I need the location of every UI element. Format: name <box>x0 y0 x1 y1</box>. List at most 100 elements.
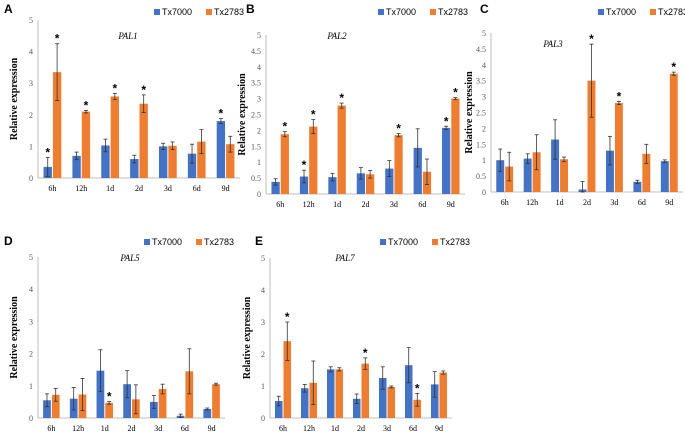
legend-label: Tx7000 <box>162 7 192 17</box>
y-tick-label: 5 <box>482 29 486 38</box>
x-tick-label: 12h <box>72 424 84 433</box>
legend-swatch <box>206 9 212 15</box>
panel-letter: E <box>255 234 263 248</box>
bar-tx7000-3d <box>149 401 158 418</box>
significance-star: * <box>444 114 449 128</box>
chart-panel-e: E 0 1 2 3 4 5 Relative expression PAL7 Tx7000 Tx27… <box>242 234 470 433</box>
significance-star: * <box>311 108 316 122</box>
y-tick-label: 4 <box>482 61 486 70</box>
x-tick-label: 12h <box>75 184 87 193</box>
y-tick-label: 1.5 <box>476 140 486 149</box>
chart-title: PAL5 <box>119 253 140 263</box>
y-tick-label: 3.5 <box>251 79 261 88</box>
bar-tx7000-12h <box>72 155 81 178</box>
bar-tx7000-9d <box>430 384 439 418</box>
bar-tx7000-1d <box>96 370 105 418</box>
y-axis-label: Relative expression <box>464 71 475 154</box>
legend-label: Tx7000 <box>386 7 416 17</box>
bar-tx7000-6d <box>413 147 422 194</box>
bar-tx2783-12h <box>532 152 541 192</box>
bar-tx2783-3d <box>387 386 396 418</box>
bar-tx2783-9d <box>451 98 460 194</box>
bar-tx7000-2d <box>123 384 131 418</box>
y-tick-label: 3 <box>29 79 33 88</box>
bar-tx7000-2d <box>356 173 365 194</box>
bar-tx2783-6h <box>52 72 62 178</box>
x-tick-label: 12h <box>526 198 538 207</box>
bar-tx2783-3d <box>394 135 403 194</box>
x-tick-label: 3d <box>154 424 162 433</box>
bar-tx7000-6d <box>404 365 413 418</box>
chart-panel-b: B 0 0.5 1 1.5 2 2.5 3 3.5 4 4.5 5 Relative expressio… <box>237 2 468 209</box>
bar-tx7000-1d <box>551 139 560 192</box>
legend-swatch <box>432 239 438 245</box>
bar-tx7000-2d <box>352 398 361 418</box>
x-tick-label: 6d <box>193 184 201 193</box>
legend-label: Tx2783 <box>214 7 244 17</box>
bar-tx2783-6h <box>280 134 289 194</box>
legend-swatch <box>430 9 436 15</box>
legend-label: Tx7000 <box>152 237 182 247</box>
y-tick-label: 5 <box>29 16 33 25</box>
x-tick-label: 12h <box>303 200 315 209</box>
y-tick-label: 1 <box>261 382 265 391</box>
y-tick-label: 1 <box>257 158 261 167</box>
x-tick-label: 9d <box>435 424 443 433</box>
bar-tx7000-1d <box>328 177 337 194</box>
significance-star: * <box>339 91 344 105</box>
y-tick-label: 5 <box>261 254 265 263</box>
y-tick-label: 4 <box>257 63 261 72</box>
bar-tx2783-9d <box>669 73 678 192</box>
bar-tx2783-1d <box>110 96 120 178</box>
bar-tx7000-12h <box>300 388 309 418</box>
x-tick-label: 2d <box>128 424 136 433</box>
bar-tx7000-9d <box>660 161 669 192</box>
legend: Tx7000 Tx2783 <box>380 237 470 247</box>
y-tick-label: 0.5 <box>476 172 486 181</box>
y-tick-label: 0 <box>257 190 261 199</box>
bar-tx7000-6d <box>187 153 197 178</box>
bar-tx2783-3d <box>614 102 623 192</box>
legend: Tx7000 Tx2783 <box>144 237 234 247</box>
y-axis-label: Relative expression <box>237 73 248 156</box>
y-tick-label: 3 <box>261 318 265 327</box>
bar-tx7000-9d <box>216 121 226 178</box>
bar-tx7000-3d <box>605 150 614 192</box>
bar-tx2783-9d <box>212 384 220 418</box>
x-tick-label: 6h <box>501 198 509 207</box>
y-tick-label: 0 <box>29 414 33 423</box>
legend-swatch <box>144 239 150 245</box>
significance-star: * <box>415 381 420 395</box>
chart-title: PAL1 <box>117 31 137 41</box>
x-tick-label: 9d <box>665 198 673 207</box>
bar-tx7000-6d <box>633 181 642 192</box>
y-tick-label: 3 <box>29 317 33 326</box>
significance-star: * <box>589 32 594 46</box>
significance-star: * <box>396 122 401 136</box>
x-tick-label: 9d <box>222 184 230 193</box>
legend-swatch <box>154 9 160 15</box>
y-tick-label: 2.5 <box>476 109 486 118</box>
chart-panel-a: A 0 1 2 3 4 5 Relative expression PAL1 Tx7000 Tx27… <box>4 2 244 193</box>
x-tick-label: 3d <box>390 200 398 209</box>
legend-swatch <box>196 239 202 245</box>
y-tick-label: 2 <box>261 350 265 359</box>
significance-star: * <box>107 390 112 404</box>
bar-tx2783-6h <box>51 394 60 418</box>
panel-letter: D <box>4 234 13 248</box>
significance-star: * <box>671 60 676 74</box>
legend-swatch <box>598 9 604 15</box>
bar-tx7000-2d <box>130 159 139 178</box>
y-tick-label: 3 <box>257 95 261 104</box>
y-tick-label: 3 <box>482 93 486 102</box>
bar-tx7000-1d <box>101 145 110 178</box>
x-tick-label: 3d <box>610 198 618 207</box>
bar-tx7000-6h <box>271 181 280 194</box>
bar-tx2783-2d <box>361 363 370 418</box>
x-tick-label: 1d <box>106 184 114 193</box>
x-tick-label: 6d <box>181 424 189 433</box>
chart-title: PAL7 <box>334 253 355 263</box>
bar-tx7000-1d <box>326 369 335 418</box>
significance-star: * <box>45 145 50 159</box>
significance-star: * <box>112 81 117 95</box>
